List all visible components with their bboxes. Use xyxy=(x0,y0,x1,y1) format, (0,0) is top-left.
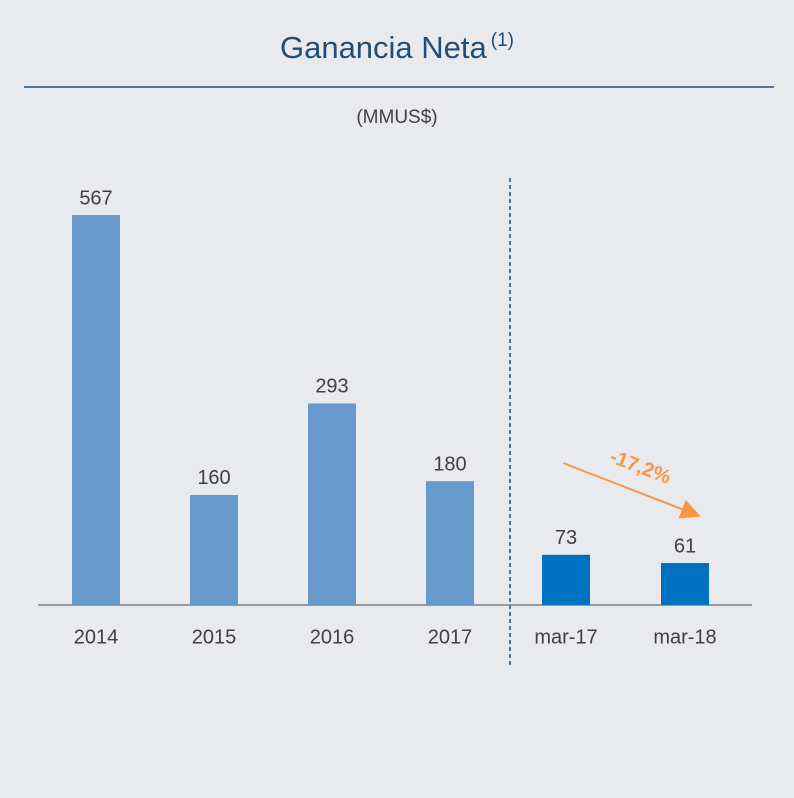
x-tick-label: 2015 xyxy=(192,626,237,648)
bar xyxy=(72,215,120,605)
value-label: 567 xyxy=(79,187,112,209)
x-tick-label: 2017 xyxy=(428,626,473,648)
chart-title: Ganancia Neta (1) xyxy=(280,30,514,65)
bar xyxy=(426,481,474,605)
bar xyxy=(308,403,356,605)
value-label: 180 xyxy=(433,453,466,475)
x-tick-label: mar-18 xyxy=(653,626,716,648)
x-tick-label: 2014 xyxy=(74,626,119,648)
value-label: 160 xyxy=(197,467,230,489)
title-text: Ganancia Neta xyxy=(280,30,488,65)
bar xyxy=(661,563,709,605)
title-superscript: (1) xyxy=(491,30,514,51)
value-label: 61 xyxy=(674,535,696,557)
value-label: 293 xyxy=(315,376,348,398)
x-tick-label: 2016 xyxy=(310,626,355,648)
bar xyxy=(190,494,238,605)
value-label: 73 xyxy=(555,527,577,549)
bar xyxy=(542,554,590,605)
chart-subtitle: (MMUS$) xyxy=(356,107,437,128)
x-tick-label: mar-17 xyxy=(534,626,597,648)
trend-arrow xyxy=(562,462,701,519)
